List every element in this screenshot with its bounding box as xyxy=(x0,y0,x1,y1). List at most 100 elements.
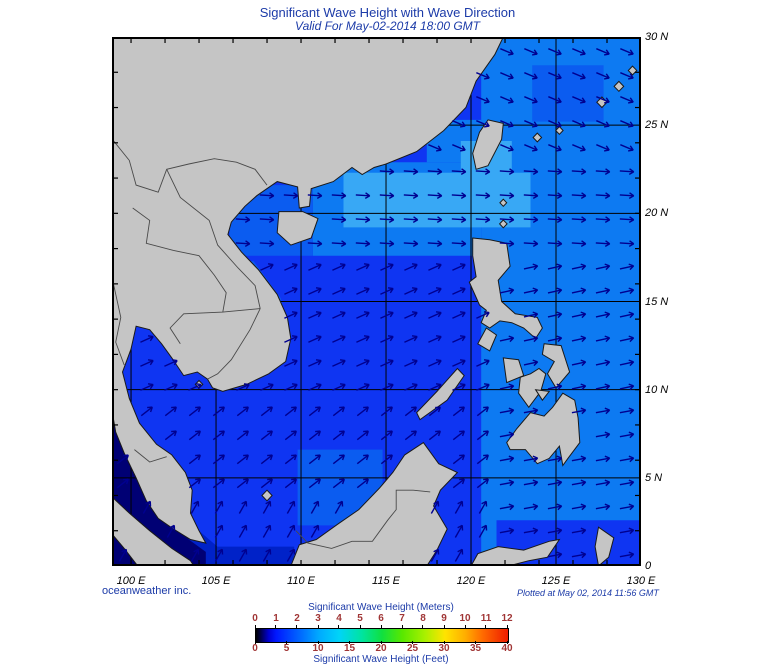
wave-direction-arrow xyxy=(214,500,224,514)
wave-direction-arrow xyxy=(523,287,539,295)
wave-direction-arrow xyxy=(596,144,610,152)
wave-direction-arrow xyxy=(427,240,443,247)
wave-direction-arrow xyxy=(380,454,393,465)
wave-direction-arrow xyxy=(619,407,635,415)
colorbar-meters-ticks: 0 1 2 3 4 5 6 7 8 9 10 11 12 xyxy=(252,613,512,624)
wave-direction-arrow xyxy=(595,503,611,511)
wave-direction-arrow xyxy=(571,527,587,535)
land-halmahera xyxy=(594,526,615,566)
wave-direction-arrow xyxy=(188,406,201,417)
wave-direction-arrow xyxy=(547,192,563,199)
wave-direction-arrow xyxy=(524,120,538,128)
wave-direction-arrow xyxy=(523,311,539,319)
colorbar-tickmark xyxy=(443,641,445,644)
wave-direction-arrow xyxy=(547,240,563,247)
colorbar-tick-value: 10 xyxy=(312,643,324,654)
wave-direction-arrow xyxy=(428,335,442,343)
wave-direction-arrow xyxy=(188,454,201,465)
wave-direction-arrow xyxy=(452,430,465,441)
wave-direction-arrow xyxy=(595,287,611,295)
wave-direction-arrow xyxy=(380,383,394,391)
plotted-at-text: Plotted at May 02, 2014 11:56 GMT xyxy=(517,588,659,598)
wave-direction-arrow xyxy=(259,192,275,199)
wave-direction-arrow xyxy=(284,263,298,271)
colorbar-tick-value: 1 xyxy=(273,613,279,624)
wave-direction-arrow xyxy=(523,359,539,367)
border-malaysia-indonesia-borneo xyxy=(295,489,431,549)
wave-direction-arrow xyxy=(547,311,563,319)
wave-direction-arrow xyxy=(499,335,515,343)
wave-direction-arrow xyxy=(572,120,586,128)
wave-direction-arrow xyxy=(478,500,488,514)
wave-direction-arrow xyxy=(454,500,464,514)
island-babuyan xyxy=(498,219,508,229)
wave-direction-arrow xyxy=(259,240,275,247)
colorbar-tick-value: 40 xyxy=(501,643,513,654)
wave-direction-arrow xyxy=(308,263,322,271)
wave-direction-arrow xyxy=(523,240,539,247)
wave-direction-arrow xyxy=(500,96,514,104)
wave-direction-arrow xyxy=(619,431,635,439)
wave-direction-arrow xyxy=(356,383,370,391)
border-thailand-laos-cambodia xyxy=(132,207,227,345)
wave-direction-arrow xyxy=(331,192,347,199)
wave-direction-arrow xyxy=(116,478,129,489)
wave-direction-arrow xyxy=(356,287,370,295)
wave-direction-arrow xyxy=(476,406,489,417)
wave-direction-arrow xyxy=(499,168,515,175)
wave-direction-arrow xyxy=(284,383,298,391)
land-negros-cebu xyxy=(518,367,547,409)
wave-direction-arrow xyxy=(596,48,610,56)
wave-direction-arrow xyxy=(307,240,323,247)
colorbar-tickmark xyxy=(275,625,277,628)
wave-direction-arrow xyxy=(428,359,442,367)
wave-direction-arrow xyxy=(547,551,563,559)
wave-direction-arrow xyxy=(523,263,539,271)
wave-direction-arrow xyxy=(332,311,346,319)
wave-direction-arrow xyxy=(379,192,395,199)
colorbar-tickmark xyxy=(464,625,466,628)
wave-direction-arrow xyxy=(499,431,515,439)
wave-direction-arrow xyxy=(572,96,586,104)
wave-direction-arrow xyxy=(356,406,369,417)
figure-title: Significant Wave Height with Wave Direct… xyxy=(259,5,516,20)
wave-direction-arrow xyxy=(524,48,538,56)
colorbar-tick-value: 35 xyxy=(469,643,482,654)
wave-direction-arrow xyxy=(308,454,321,465)
wave-direction-arrow xyxy=(404,287,418,295)
wave-direction-arrow xyxy=(499,527,515,535)
wave-direction-arrow xyxy=(214,548,224,562)
wave-direction-arrow xyxy=(404,383,418,391)
lat-tick-label: 15 N xyxy=(645,295,669,308)
wave-direction-arrow xyxy=(452,144,466,152)
wave-direction-arrow xyxy=(571,551,587,559)
wave-direction-arrow xyxy=(499,479,515,487)
wave-direction-arrow xyxy=(547,335,563,343)
colorbar-tickmark xyxy=(254,641,256,644)
wave-direction-arrow xyxy=(523,407,539,415)
wave-direction-arrow xyxy=(476,478,489,489)
colorbar-tickmark xyxy=(380,625,382,628)
wave-direction-arrow xyxy=(572,144,586,152)
wave-direction-arrow xyxy=(595,455,611,463)
wave-direction-arrow xyxy=(452,287,466,295)
wave-direction-arrow xyxy=(524,72,538,80)
wave-direction-arrow xyxy=(308,406,321,417)
wave-direction-arrow xyxy=(454,524,464,538)
wave-direction-arrow xyxy=(262,500,272,514)
wave-direction-arrow xyxy=(548,48,562,56)
wave-direction-arrow xyxy=(166,524,176,538)
wave-direction-arrow xyxy=(380,287,394,295)
wave-direction-arrow xyxy=(619,240,635,247)
wave-direction-arrow xyxy=(619,527,635,535)
colorbar-tickmark xyxy=(506,625,508,628)
wave-direction-arrow xyxy=(212,478,225,489)
wave-direction-arrow xyxy=(427,168,443,175)
wave-direction-arrow xyxy=(140,335,154,343)
colorbar-tickmark xyxy=(475,641,476,644)
wave-direction-arrow xyxy=(571,383,587,391)
wave-direction-arrow xyxy=(548,96,562,104)
wave-direction-arrow xyxy=(140,359,154,367)
wave-direction-arrow xyxy=(430,548,440,562)
wave-direction-arrow xyxy=(499,216,515,223)
